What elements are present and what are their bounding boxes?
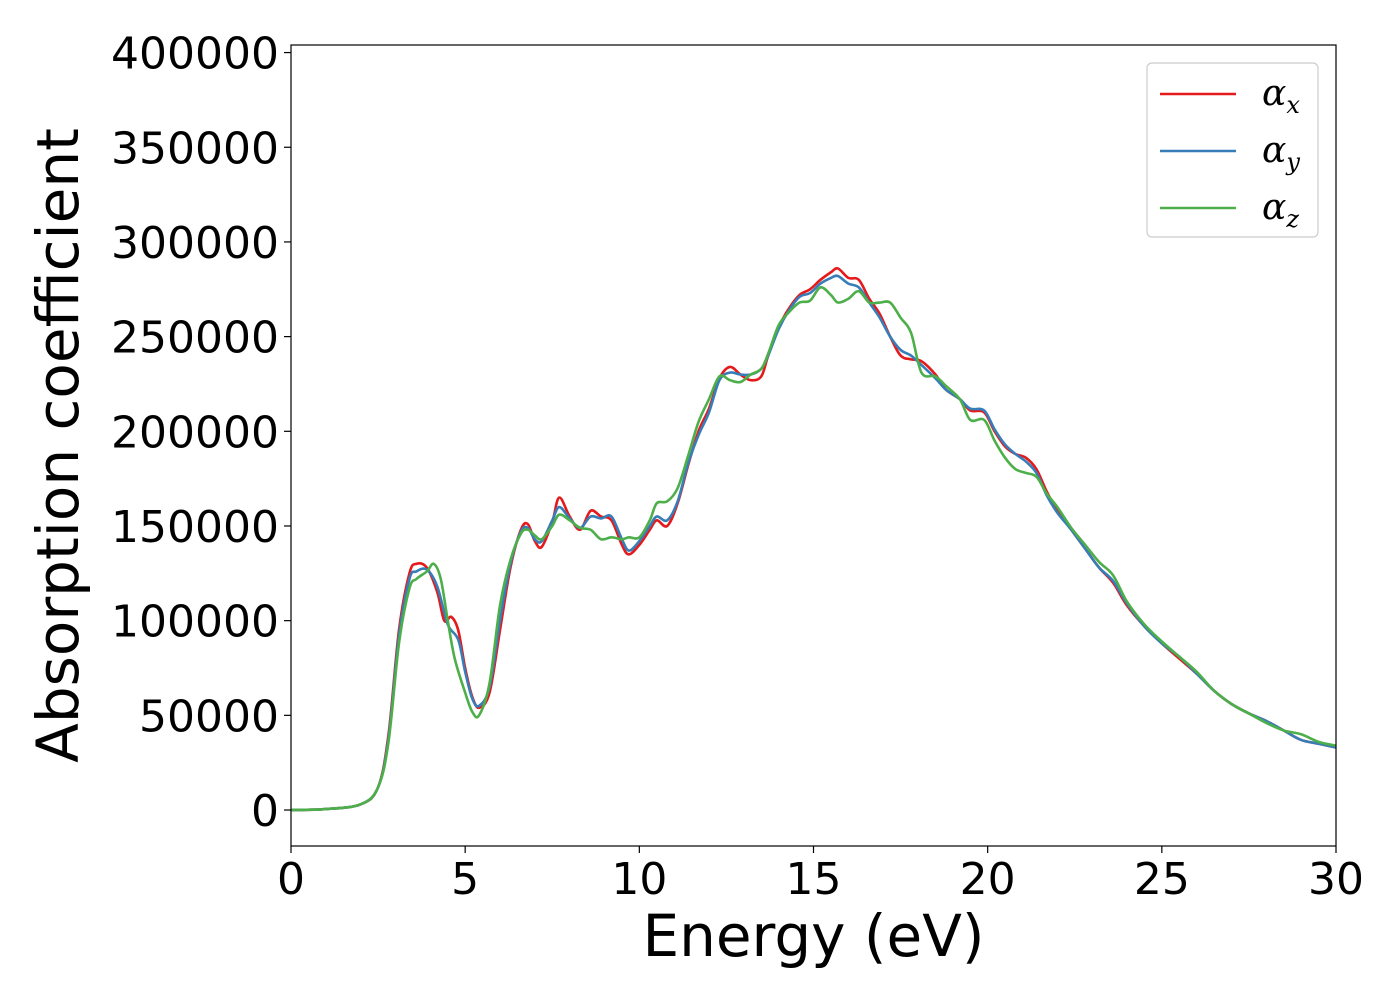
legend-label-alpha-z: αz — [1262, 187, 1299, 233]
legend: αx αy αz — [1146, 62, 1319, 238]
y-axis-title: Absorption coefficient — [24, 128, 92, 763]
x-axis-ticks: 0 5 10 15 20 25 30 — [277, 846, 1364, 905]
plot-lines — [291, 266, 1336, 812]
y-tick-label: 250000 — [111, 313, 279, 364]
x-tick-label: 5 — [451, 854, 479, 905]
y-tick-label: 150000 — [111, 502, 279, 553]
y-tick-label: 300000 — [111, 218, 279, 269]
y-tick-label: 200000 — [111, 407, 279, 458]
series-line-alpha-z — [291, 286, 1336, 812]
x-tick-label: 25 — [1134, 854, 1190, 905]
y-tick-label: 100000 — [111, 597, 279, 648]
y-tick-label: 350000 — [111, 123, 279, 174]
legend-label-alpha-y: αy — [1262, 130, 1300, 176]
x-tick-label: 30 — [1308, 854, 1364, 905]
legend-label-alpha-x: αx — [1262, 73, 1300, 119]
plot-frame — [290, 44, 1337, 847]
x-tick-label: 10 — [611, 854, 667, 905]
x-tick-label: 15 — [786, 854, 842, 905]
y-tick-label: 0 — [251, 786, 279, 837]
x-tick-label: 20 — [960, 854, 1016, 905]
y-tick-label: 50000 — [139, 691, 279, 742]
x-tick-label: 0 — [277, 854, 305, 905]
x-axis-title: Energy (eV) — [642, 902, 984, 970]
y-axis-ticks: 0 50000 100000 150000 200000 250000 300000 3500… — [111, 29, 291, 837]
y-tick-label: 400000 — [111, 29, 279, 80]
